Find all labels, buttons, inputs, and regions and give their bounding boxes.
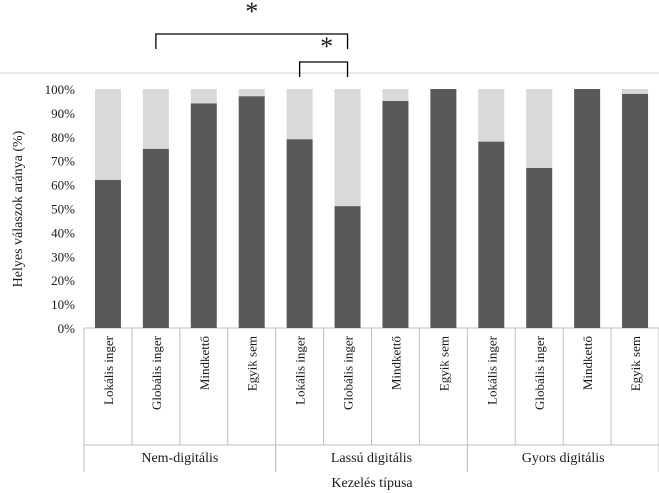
bar-segment-correct xyxy=(94,179,121,328)
bar-segment-correct xyxy=(622,93,649,328)
significance-brackets: ** xyxy=(155,0,349,77)
y-tick-label: 100% xyxy=(45,82,76,97)
x-category-label: Mindkettő xyxy=(388,336,403,390)
y-tick-label: 40% xyxy=(51,225,75,240)
bar-segment-remainder xyxy=(382,89,409,101)
y-tick-label: 50% xyxy=(51,202,75,217)
y-tick-label: 20% xyxy=(51,273,75,288)
significance-star: * xyxy=(320,32,333,61)
bar-segment-remainder xyxy=(190,89,217,104)
bar-segment-remainder xyxy=(94,89,121,180)
x-category-label: Mindkettő xyxy=(197,336,212,390)
significance-bracket xyxy=(155,33,349,49)
x-category-label: Mindkettő xyxy=(580,336,595,390)
bar-segment-remainder xyxy=(526,89,553,168)
x-category-label: Egyik sem xyxy=(436,336,451,391)
chart-frame xyxy=(0,72,659,472)
x-group-label: Lassú digitális xyxy=(331,451,412,466)
y-tick-label: 30% xyxy=(51,249,75,264)
x-axis-title: Kezelés típusa xyxy=(331,476,413,491)
bar-segment-remainder xyxy=(478,89,505,142)
x-group-label: Gyors digitális xyxy=(522,451,605,466)
bar-segment-remainder xyxy=(334,89,361,207)
bar-segment-remainder xyxy=(238,89,265,97)
y-tick-label: 10% xyxy=(51,297,75,312)
bar-segment-remainder xyxy=(622,89,649,94)
y-tick-label: 0% xyxy=(58,321,76,336)
x-category-label: Lokális inger xyxy=(101,335,116,405)
bar-segment-correct xyxy=(430,89,457,328)
x-category-label: Egyik sem xyxy=(245,336,260,391)
bar-segment-correct xyxy=(382,100,409,328)
bar-segment-correct xyxy=(574,89,601,328)
x-category-label: Globális inger xyxy=(341,335,356,410)
x-category-label: Globális inger xyxy=(149,335,164,410)
significance-bracket xyxy=(298,61,349,77)
bar-segment-remainder xyxy=(286,89,313,140)
bar-segment-correct xyxy=(478,141,505,328)
x-category-label: Lokális inger xyxy=(293,335,308,405)
x-group-label: Nem-digitális xyxy=(141,451,218,466)
bar-segment-correct xyxy=(238,96,265,328)
x-axis-group-labels: Nem-digitális Lassú digitális Gyors digitá… xyxy=(141,451,604,466)
x-category-label: Lokális inger xyxy=(484,335,499,405)
y-tick-label: 90% xyxy=(51,106,75,121)
bar-segment-correct xyxy=(286,139,313,328)
x-axis-category-labels: Lokális inger Globális inger Mindkettő Egyi… xyxy=(101,335,643,410)
significance-star: * xyxy=(245,0,258,26)
bar-segment-correct xyxy=(334,206,361,328)
x-category-label: Globális inger xyxy=(532,335,547,410)
y-tick-label: 60% xyxy=(51,178,75,193)
bar-segment-correct xyxy=(142,148,169,328)
y-tick-label: 80% xyxy=(51,130,75,145)
y-axis-ticks: 0% 10% 20% 30% 40% 50% 60% 70% 80% 90% 100% xyxy=(45,82,76,336)
x-category-label: Egyik sem xyxy=(628,336,643,391)
bars xyxy=(94,89,649,328)
bar-segment-correct xyxy=(526,167,553,328)
y-tick-label: 70% xyxy=(51,154,75,169)
y-axis-title: Helyes válaszok aránya (%) xyxy=(11,130,26,287)
bar-segment-remainder xyxy=(142,89,169,149)
bar-segment-correct xyxy=(190,103,217,328)
